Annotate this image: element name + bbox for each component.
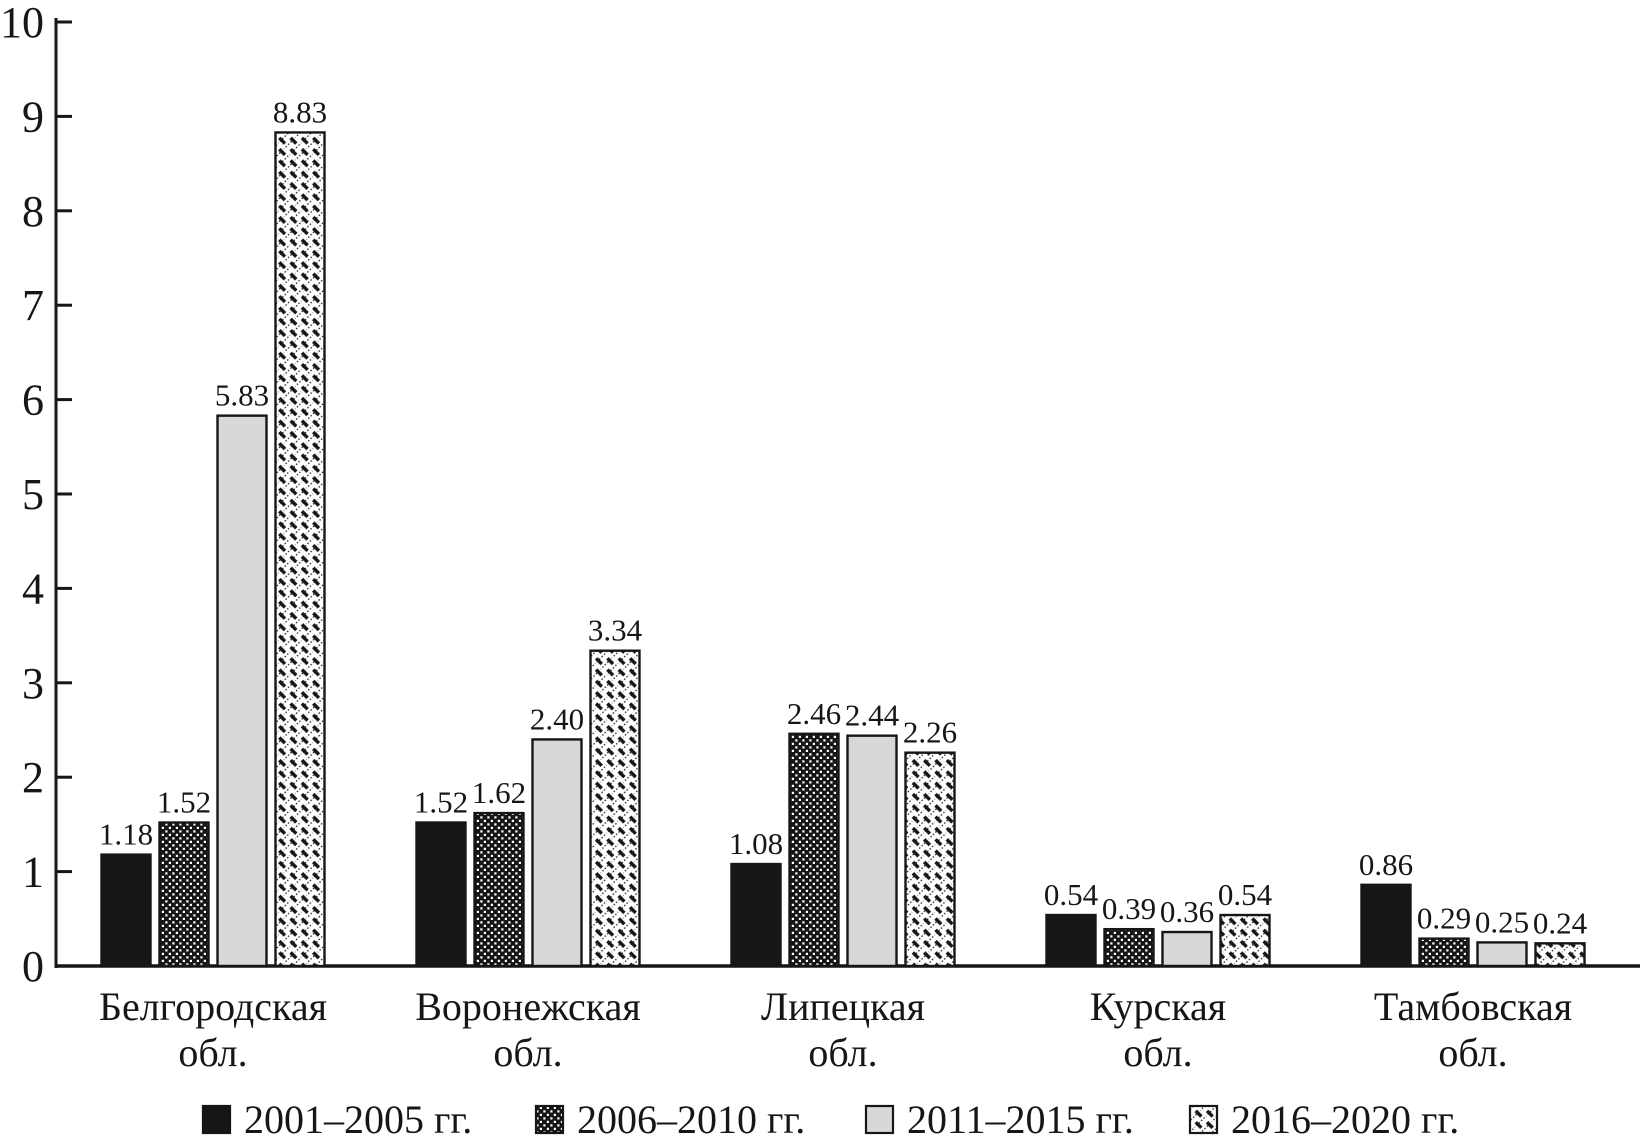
category-label: Белгородская — [99, 984, 327, 1029]
bar-value-label: 1.08 — [729, 826, 783, 861]
category-label: Воронежская — [415, 984, 641, 1029]
y-tick-label: 8 — [22, 187, 44, 236]
legend-label-2: 2006–2010 гг. — [577, 1097, 805, 1142]
bar-value-label: 2.44 — [845, 698, 900, 733]
bar-value-label: 3.34 — [588, 613, 643, 648]
bar-value-label: 8.83 — [273, 94, 327, 129]
bar-series2-group3 — [788, 732, 840, 968]
legend-label-4: 2016–2020 гг. — [1231, 1097, 1459, 1142]
bar-series1-group1 — [100, 853, 152, 968]
legend-label-3: 2011–2015 гг. — [907, 1097, 1134, 1142]
y-tick-label: 0 — [22, 942, 44, 991]
legend-swatch-4 — [1188, 1104, 1219, 1135]
bar-value-label: 0.24 — [1533, 905, 1588, 940]
bar-series2-group1 — [158, 821, 210, 968]
bar-series4-group5 — [1534, 942, 1586, 968]
bar-value-label: 2.40 — [530, 701, 584, 736]
y-tick-label: 2 — [22, 753, 44, 802]
y-tick-label: 4 — [22, 564, 44, 613]
bar-series2-group4 — [1103, 927, 1155, 968]
bar-value-label: 1.62 — [472, 775, 526, 810]
legend-swatch-2 — [534, 1104, 565, 1135]
category-label-suffix: обл. — [493, 1030, 562, 1075]
legend: 2001–2005 гг. 2006–2010 гг. 2011–2015 гг. 2… — [201, 1097, 1459, 1142]
value-labels: 1.181.521.080.540.861.52 1.622.460.39 0.29… — [99, 94, 1588, 940]
bar-value-label: 0.39 — [1102, 891, 1156, 926]
legend-swatch-3 — [864, 1104, 895, 1135]
y-tick-label: 3 — [22, 659, 44, 708]
bar-series3-group5 — [1476, 941, 1528, 968]
bar-value-label: 0.25 — [1475, 904, 1529, 939]
category-label: Курская — [1090, 984, 1226, 1029]
category-label: Липецкая — [761, 984, 925, 1029]
category-labels: Белгородскаяобл.Воронежскаяобл.Липецкаяо… — [99, 984, 1572, 1075]
bar-value-label: 5.83 — [215, 378, 269, 413]
y-tick-label: 5 — [22, 470, 44, 519]
bar-series2-group2 — [473, 811, 525, 968]
y-tick-label: 7 — [22, 281, 44, 330]
bar-value-label: 1.52 — [157, 785, 211, 820]
bar-value-label: 1.52 — [414, 785, 468, 820]
bar-series2-group5 — [1418, 937, 1470, 968]
bar-series1-group2 — [415, 821, 467, 968]
bar-series1-group5 — [1360, 883, 1412, 968]
y-tick-label: 9 — [22, 92, 44, 141]
legend-swatch-1 — [201, 1104, 232, 1135]
bar-value-label: 0.36 — [1160, 894, 1214, 929]
category-label-suffix: обл. — [178, 1030, 247, 1075]
bar-value-label: 0.29 — [1417, 901, 1471, 936]
bar-series3-group2 — [531, 738, 583, 968]
bar-value-label: 0.86 — [1359, 847, 1413, 882]
bar-value-label: 0.54 — [1044, 877, 1099, 912]
category-label-suffix: обл. — [1123, 1030, 1192, 1075]
y-tick-label: 1 — [22, 848, 44, 897]
bar-series3-group1 — [216, 414, 268, 968]
bar-value-label: 2.46 — [787, 696, 841, 731]
legend-label-1: 2001–2005 гг. — [244, 1097, 472, 1142]
bar-series3-group4 — [1161, 930, 1213, 968]
bar-series4-group1 — [274, 131, 326, 968]
category-label-suffix: обл. — [808, 1030, 877, 1075]
bar-series4-group4 — [1219, 913, 1271, 968]
bar-series4-group3 — [904, 751, 956, 968]
bars-layer — [100, 131, 1586, 968]
bar-series4-group2 — [589, 649, 641, 968]
category-label-suffix: обл. — [1438, 1030, 1507, 1075]
bar-series1-group3 — [730, 862, 782, 968]
bar-value-label: 1.18 — [99, 817, 153, 852]
category-label: Тамбовская — [1374, 984, 1572, 1029]
bar-value-label: 2.26 — [903, 715, 957, 750]
y-tick-label: 6 — [22, 376, 44, 425]
bar-value-label: 0.54 — [1218, 877, 1273, 912]
bar-series1-group4 — [1045, 913, 1097, 968]
bar-series3-group3 — [846, 734, 898, 968]
y-tick-label: 10 — [0, 0, 44, 47]
